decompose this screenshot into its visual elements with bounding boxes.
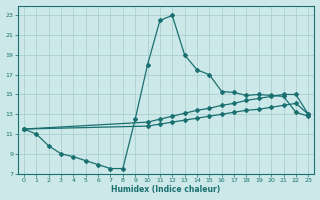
X-axis label: Humidex (Indice chaleur): Humidex (Indice chaleur) <box>111 185 221 194</box>
